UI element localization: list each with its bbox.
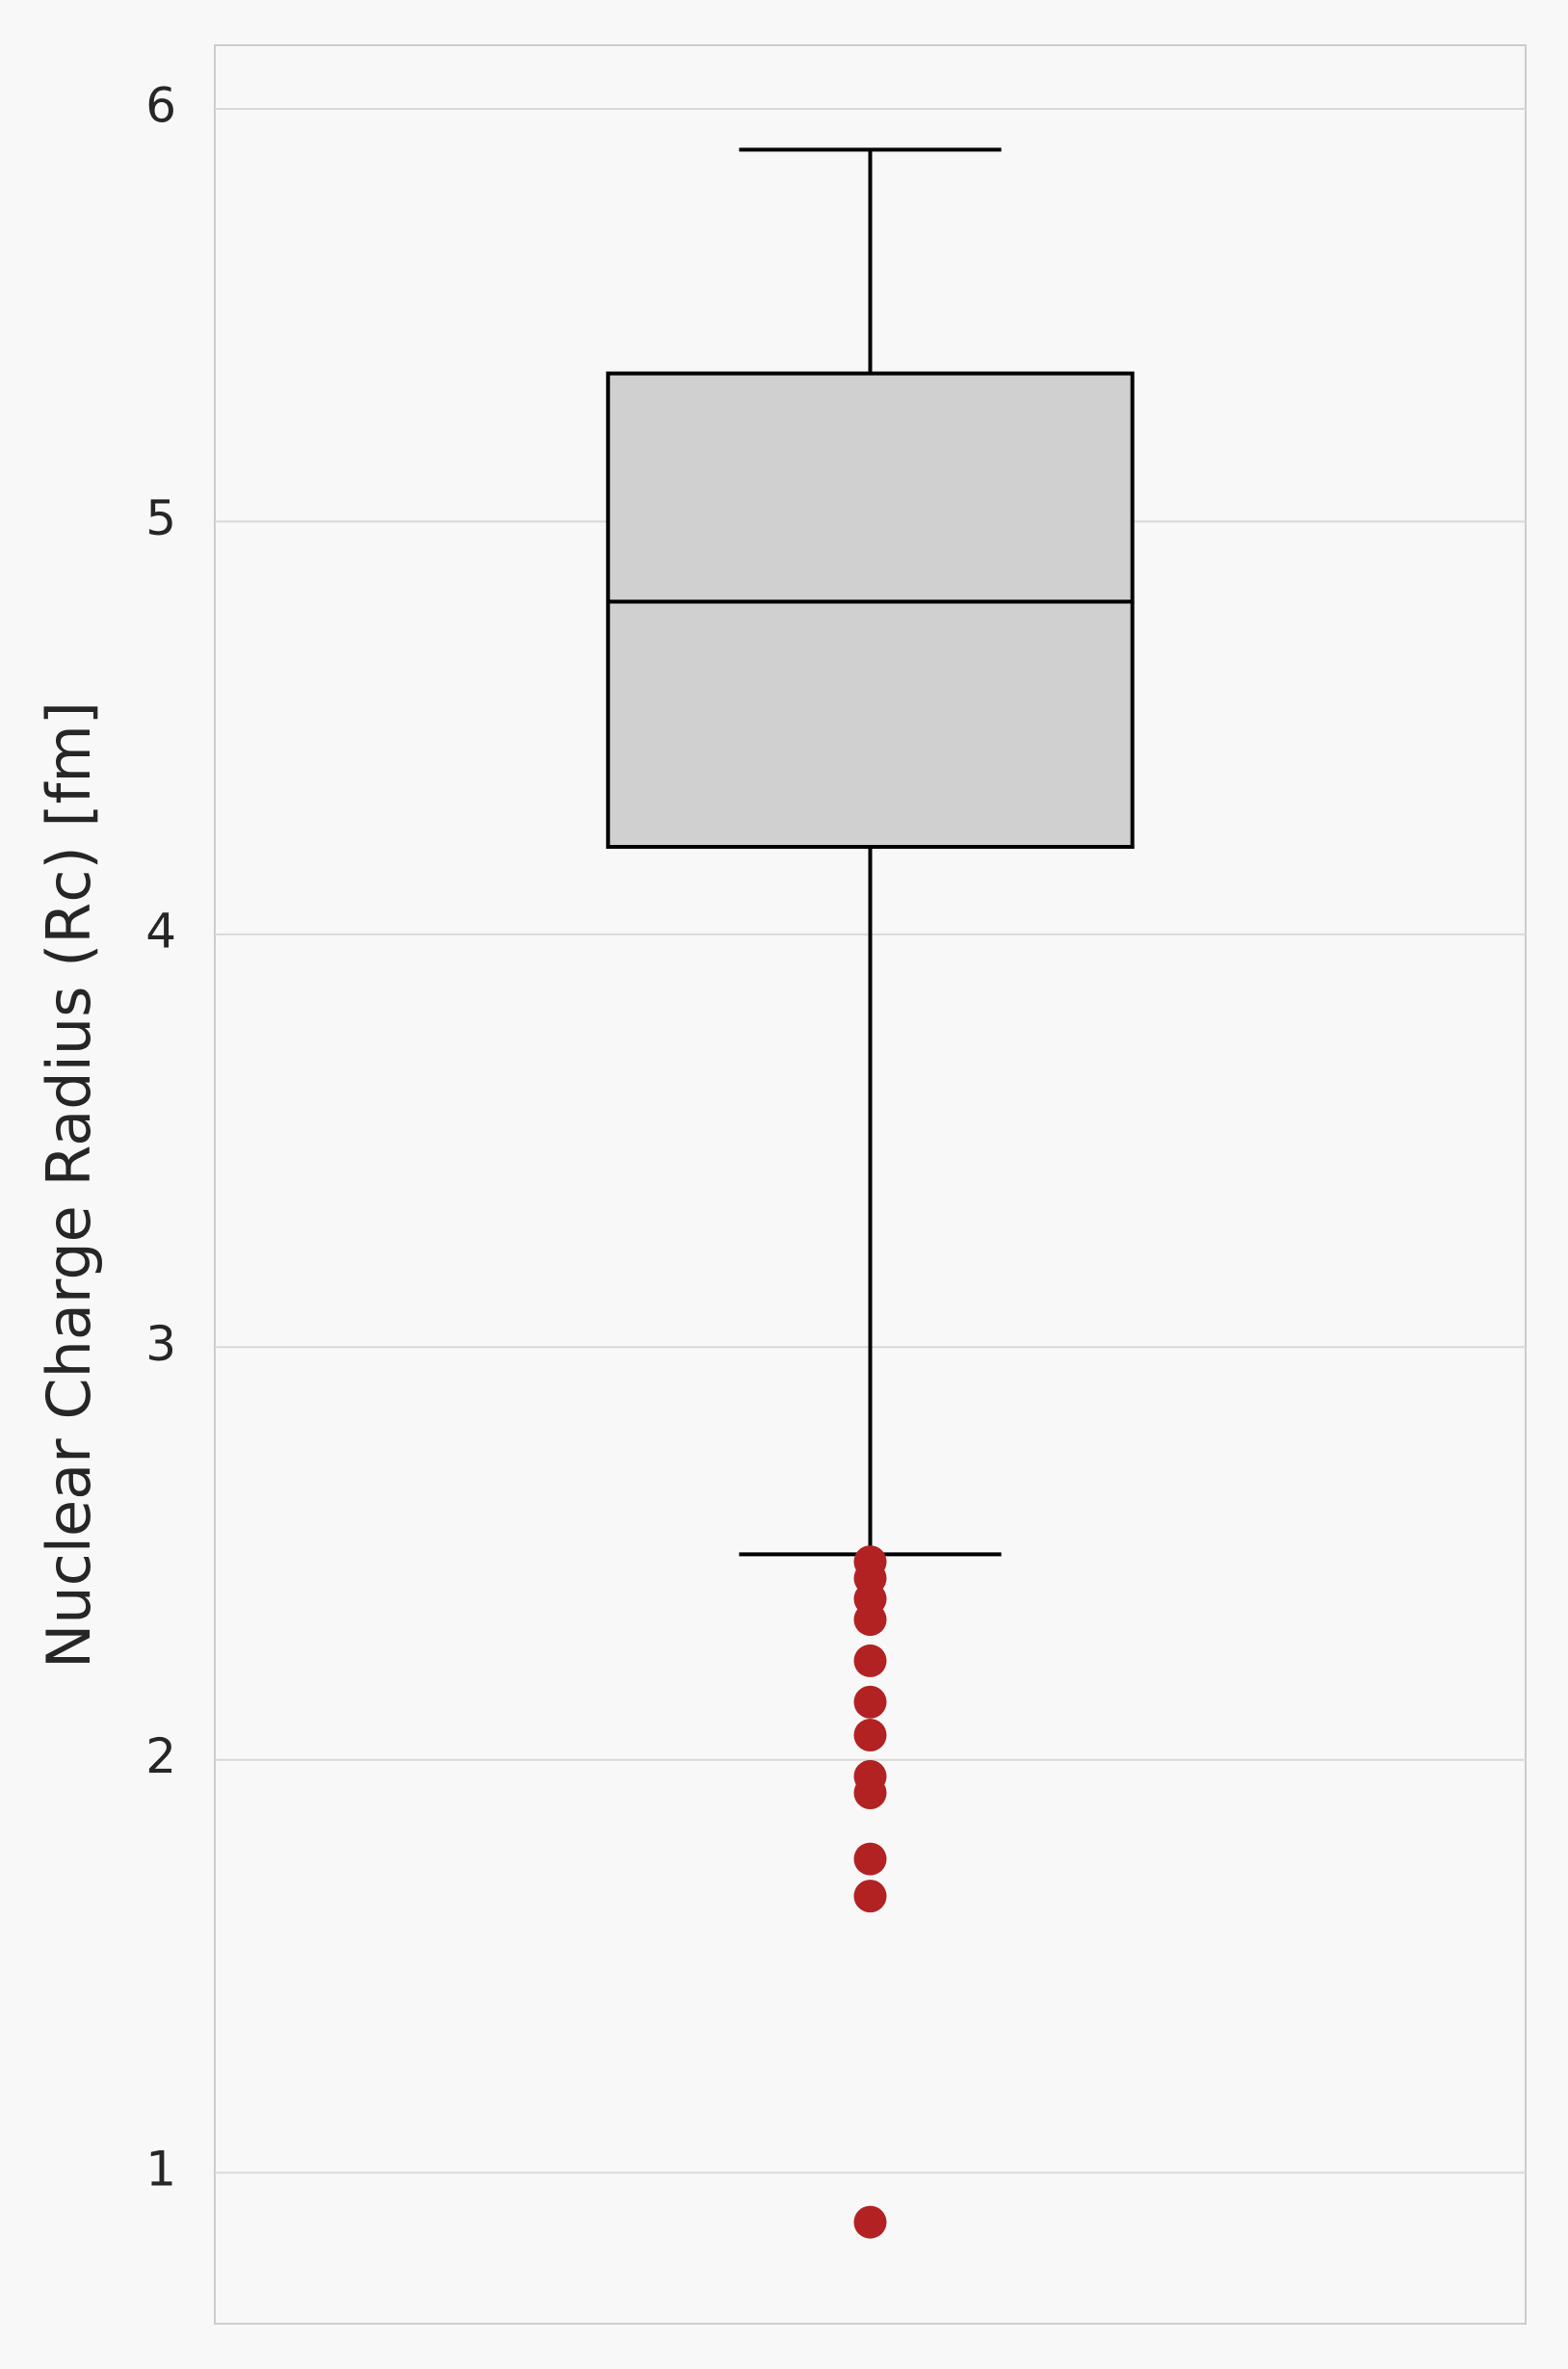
y-tick-label: 5 — [145, 490, 176, 546]
outlier — [853, 1603, 887, 1637]
outlier — [853, 1685, 887, 1719]
y-tick-label: 1 — [145, 2142, 176, 2198]
y-tick-label: 3 — [145, 1316, 176, 1372]
outlier — [853, 1644, 887, 1677]
outlier — [853, 1842, 887, 1876]
y-axis-label: Nuclear Charge Radius (Rc) [fm] — [34, 701, 104, 1669]
box — [606, 371, 1135, 850]
outlier — [853, 1777, 887, 1810]
y-tick-label: 2 — [145, 1728, 176, 1784]
outlier — [853, 2205, 887, 2239]
outlier — [853, 1719, 887, 1752]
y-tick-label: 4 — [145, 903, 176, 959]
outlier — [853, 1880, 887, 1913]
y-tick-label: 6 — [145, 77, 176, 133]
